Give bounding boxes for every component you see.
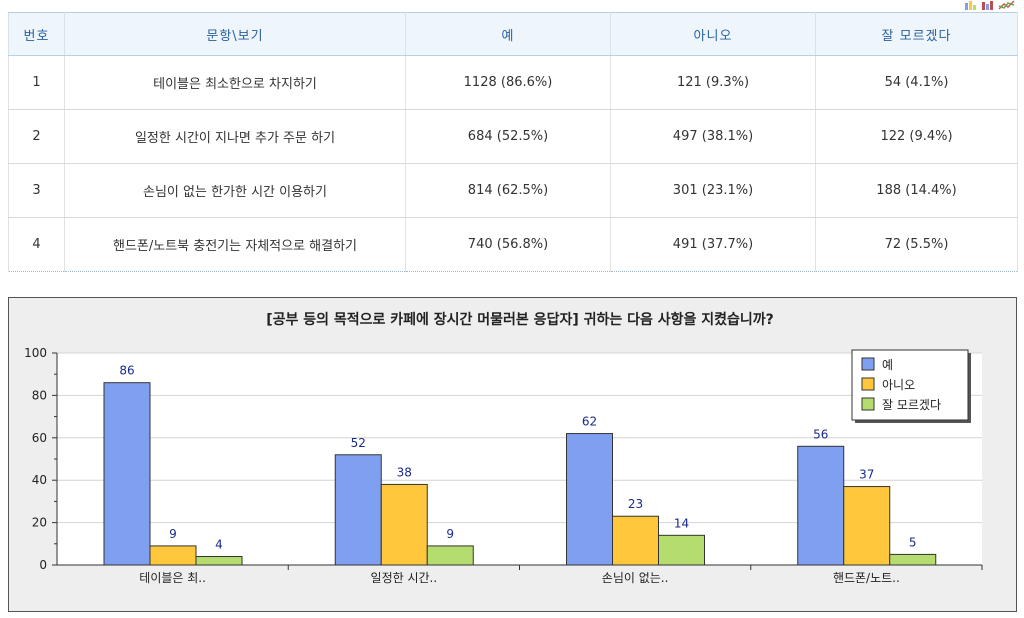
row-number: 4 (8, 217, 65, 272)
table-row: 4 핸드폰/노트북 충전기는 자체적으로 해결하기 740 (56.8%) 49… (8, 217, 1018, 272)
row-number: 2 (8, 109, 65, 164)
x-tick-label: 테이블은 최.. (139, 571, 206, 585)
bar-unsure (426, 545, 474, 566)
bar-unsure (658, 534, 705, 566)
table-row: 1 테이블은 최소한으로 차지하기 1128 (86.6%) 121 (9.3%… (8, 55, 1018, 110)
line-chart-icon[interactable] (998, 0, 1016, 10)
bar-value-label: 62 (582, 415, 597, 429)
y-tick-label: 60 (32, 431, 47, 445)
legend-label: 아니오 (882, 378, 915, 392)
bar-value-label: 9 (169, 527, 177, 541)
bar-no (380, 483, 428, 566)
bar-value-label: 5 (909, 535, 917, 549)
row-unsure: 188 (14.4%) (815, 163, 1018, 218)
y-tick-label: 80 (32, 388, 47, 402)
header-no: 아니오 (610, 12, 816, 56)
row-question: 핸드폰/노트북 충전기는 자체적으로 해결하기 (64, 217, 406, 272)
table-row: 3 손님이 없는 한가한 시간 이용하기 814 (62.5%) 301 (23… (8, 163, 1018, 218)
y-tick-label: 0 (39, 558, 47, 572)
chart-type-toolbar (964, 0, 1016, 10)
legend-swatch (861, 377, 875, 391)
x-tick-label: 손님이 없는.. (602, 571, 669, 585)
bar-value-label: 52 (351, 436, 366, 450)
bar-unsure (195, 556, 243, 566)
bar-value-label: 86 (119, 364, 134, 378)
legend-swatch (861, 357, 875, 371)
bar-yes (797, 445, 845, 566)
column-chart-icon[interactable] (981, 0, 995, 10)
bar-value-label: 14 (674, 516, 689, 530)
row-no: 301 (23.1%) (610, 163, 816, 218)
x-tick-label: 일정한 시간.. (371, 571, 438, 585)
row-unsure: 122 (9.4%) (815, 109, 1018, 164)
row-no: 497 (38.1%) (610, 109, 816, 164)
header-yes: 예 (405, 12, 611, 56)
y-tick-label: 40 (32, 473, 47, 487)
bar-value-label: 56 (813, 427, 828, 441)
header-number: 번호 (8, 12, 65, 56)
row-yes: 1128 (86.6%) (405, 55, 611, 110)
row-no: 121 (9.3%) (610, 55, 816, 110)
bar-value-label: 4 (215, 538, 223, 552)
row-yes: 740 (56.8%) (405, 217, 611, 272)
chart-panel: [공부 등의 목적으로 카페에 장시간 머물러본 응답자] 귀하는 다음 사항을… (8, 297, 1017, 612)
bar-chart: [공부 등의 목적으로 카페에 장시간 머물러본 응답자] 귀하는 다음 사항을… (24, 311, 983, 585)
bar-no (612, 515, 659, 566)
bar-yes (566, 433, 613, 566)
bar-no (149, 545, 197, 566)
row-unsure: 72 (5.5%) (815, 217, 1018, 272)
bar-no (843, 486, 891, 566)
bar-value-label: 9 (446, 527, 454, 541)
bar-chart-icon[interactable] (964, 0, 978, 10)
row-unsure: 54 (4.1%) (815, 55, 1018, 110)
legend-label: 잘 모르겠다 (882, 398, 941, 412)
table-header-row: 번호 문항\보기 예 아니오 잘 모르겠다 (8, 12, 1018, 56)
row-yes: 814 (62.5%) (405, 163, 611, 218)
row-question: 일정한 시간이 지나면 추가 주문 하기 (64, 109, 406, 164)
bar-value-label: 37 (859, 468, 874, 482)
bar-yes (103, 382, 151, 566)
header-question: 문항\보기 (64, 12, 406, 56)
y-tick-label: 100 (24, 346, 47, 360)
y-tick-label: 20 (32, 516, 47, 530)
chart-title: [공부 등의 목적으로 카페에 장시간 머물러본 응답자] 귀하는 다음 사항을… (266, 311, 774, 328)
row-no: 491 (37.7%) (610, 217, 816, 272)
x-tick-label: 핸드폰/노트.. (833, 570, 900, 585)
row-number: 1 (8, 55, 65, 110)
bar-value-label: 23 (628, 497, 643, 511)
row-question: 테이블은 최소한으로 차지하기 (64, 55, 406, 110)
bar-unsure (889, 553, 937, 566)
bar-value-label: 38 (397, 465, 412, 479)
row-yes: 684 (52.5%) (405, 109, 611, 164)
row-question: 손님이 없는 한가한 시간 이용하기 (64, 163, 406, 218)
header-unsure: 잘 모르겠다 (815, 12, 1018, 56)
legend-label: 예 (882, 358, 893, 372)
survey-results-table: 번호 문항\보기 예 아니오 잘 모르겠다 1 테이블은 최소한으로 차지하기 … (8, 12, 1018, 272)
legend-swatch (861, 397, 875, 411)
table-row: 2 일정한 시간이 지나면 추가 주문 하기 684 (52.5%) 497 (… (8, 109, 1018, 164)
row-number: 3 (8, 163, 65, 218)
bar-yes (334, 454, 382, 566)
